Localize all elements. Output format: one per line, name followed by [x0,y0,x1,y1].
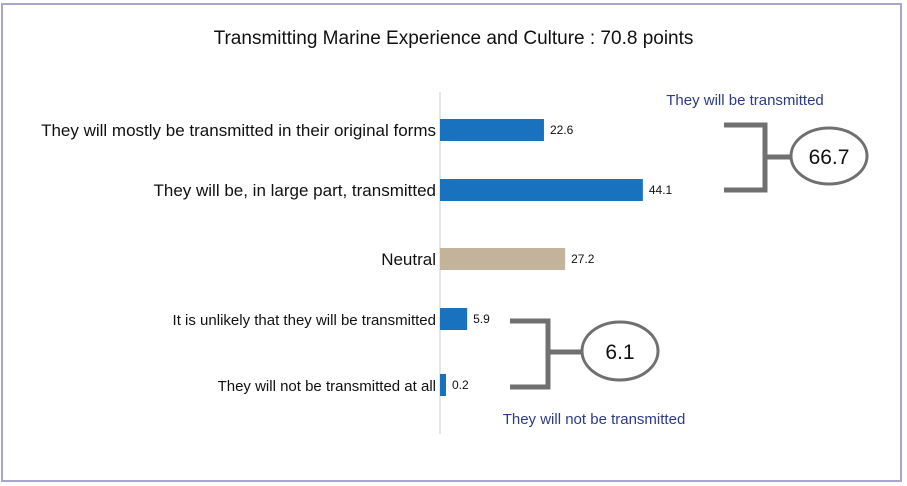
group-bracket [724,122,790,193]
value-label: 5.9 [473,312,490,326]
bar [440,119,544,141]
bar [440,248,566,270]
value-label: 44.1 [649,183,673,197]
category-label: They will mostly be transmitted in their… [41,121,436,140]
bar [440,374,446,396]
group-total: 6.1 [605,341,634,364]
chart-frame [1,3,902,482]
group-total-circle [789,126,869,186]
group-total-circle [580,320,660,382]
bar [440,308,468,330]
group-bracket [510,318,582,390]
chart-title: Transmitting Marine Experience and Cultu… [213,28,694,49]
category-label: They will not be transmitted at all [218,378,436,395]
category-label: Neutral [381,250,436,269]
value-label: 0.2 [452,378,469,392]
value-label: 27.2 [571,252,595,266]
category-label: It is unlikely that they will be transmi… [173,312,436,329]
bar [440,179,643,201]
group-label: They will be transmitted [666,92,824,109]
group-total: 66.7 [809,146,850,169]
value-label: 22.6 [550,123,574,137]
group-label: They will not be transmitted [503,411,686,428]
category-label: They will be, in large part, transmitted [153,181,436,200]
